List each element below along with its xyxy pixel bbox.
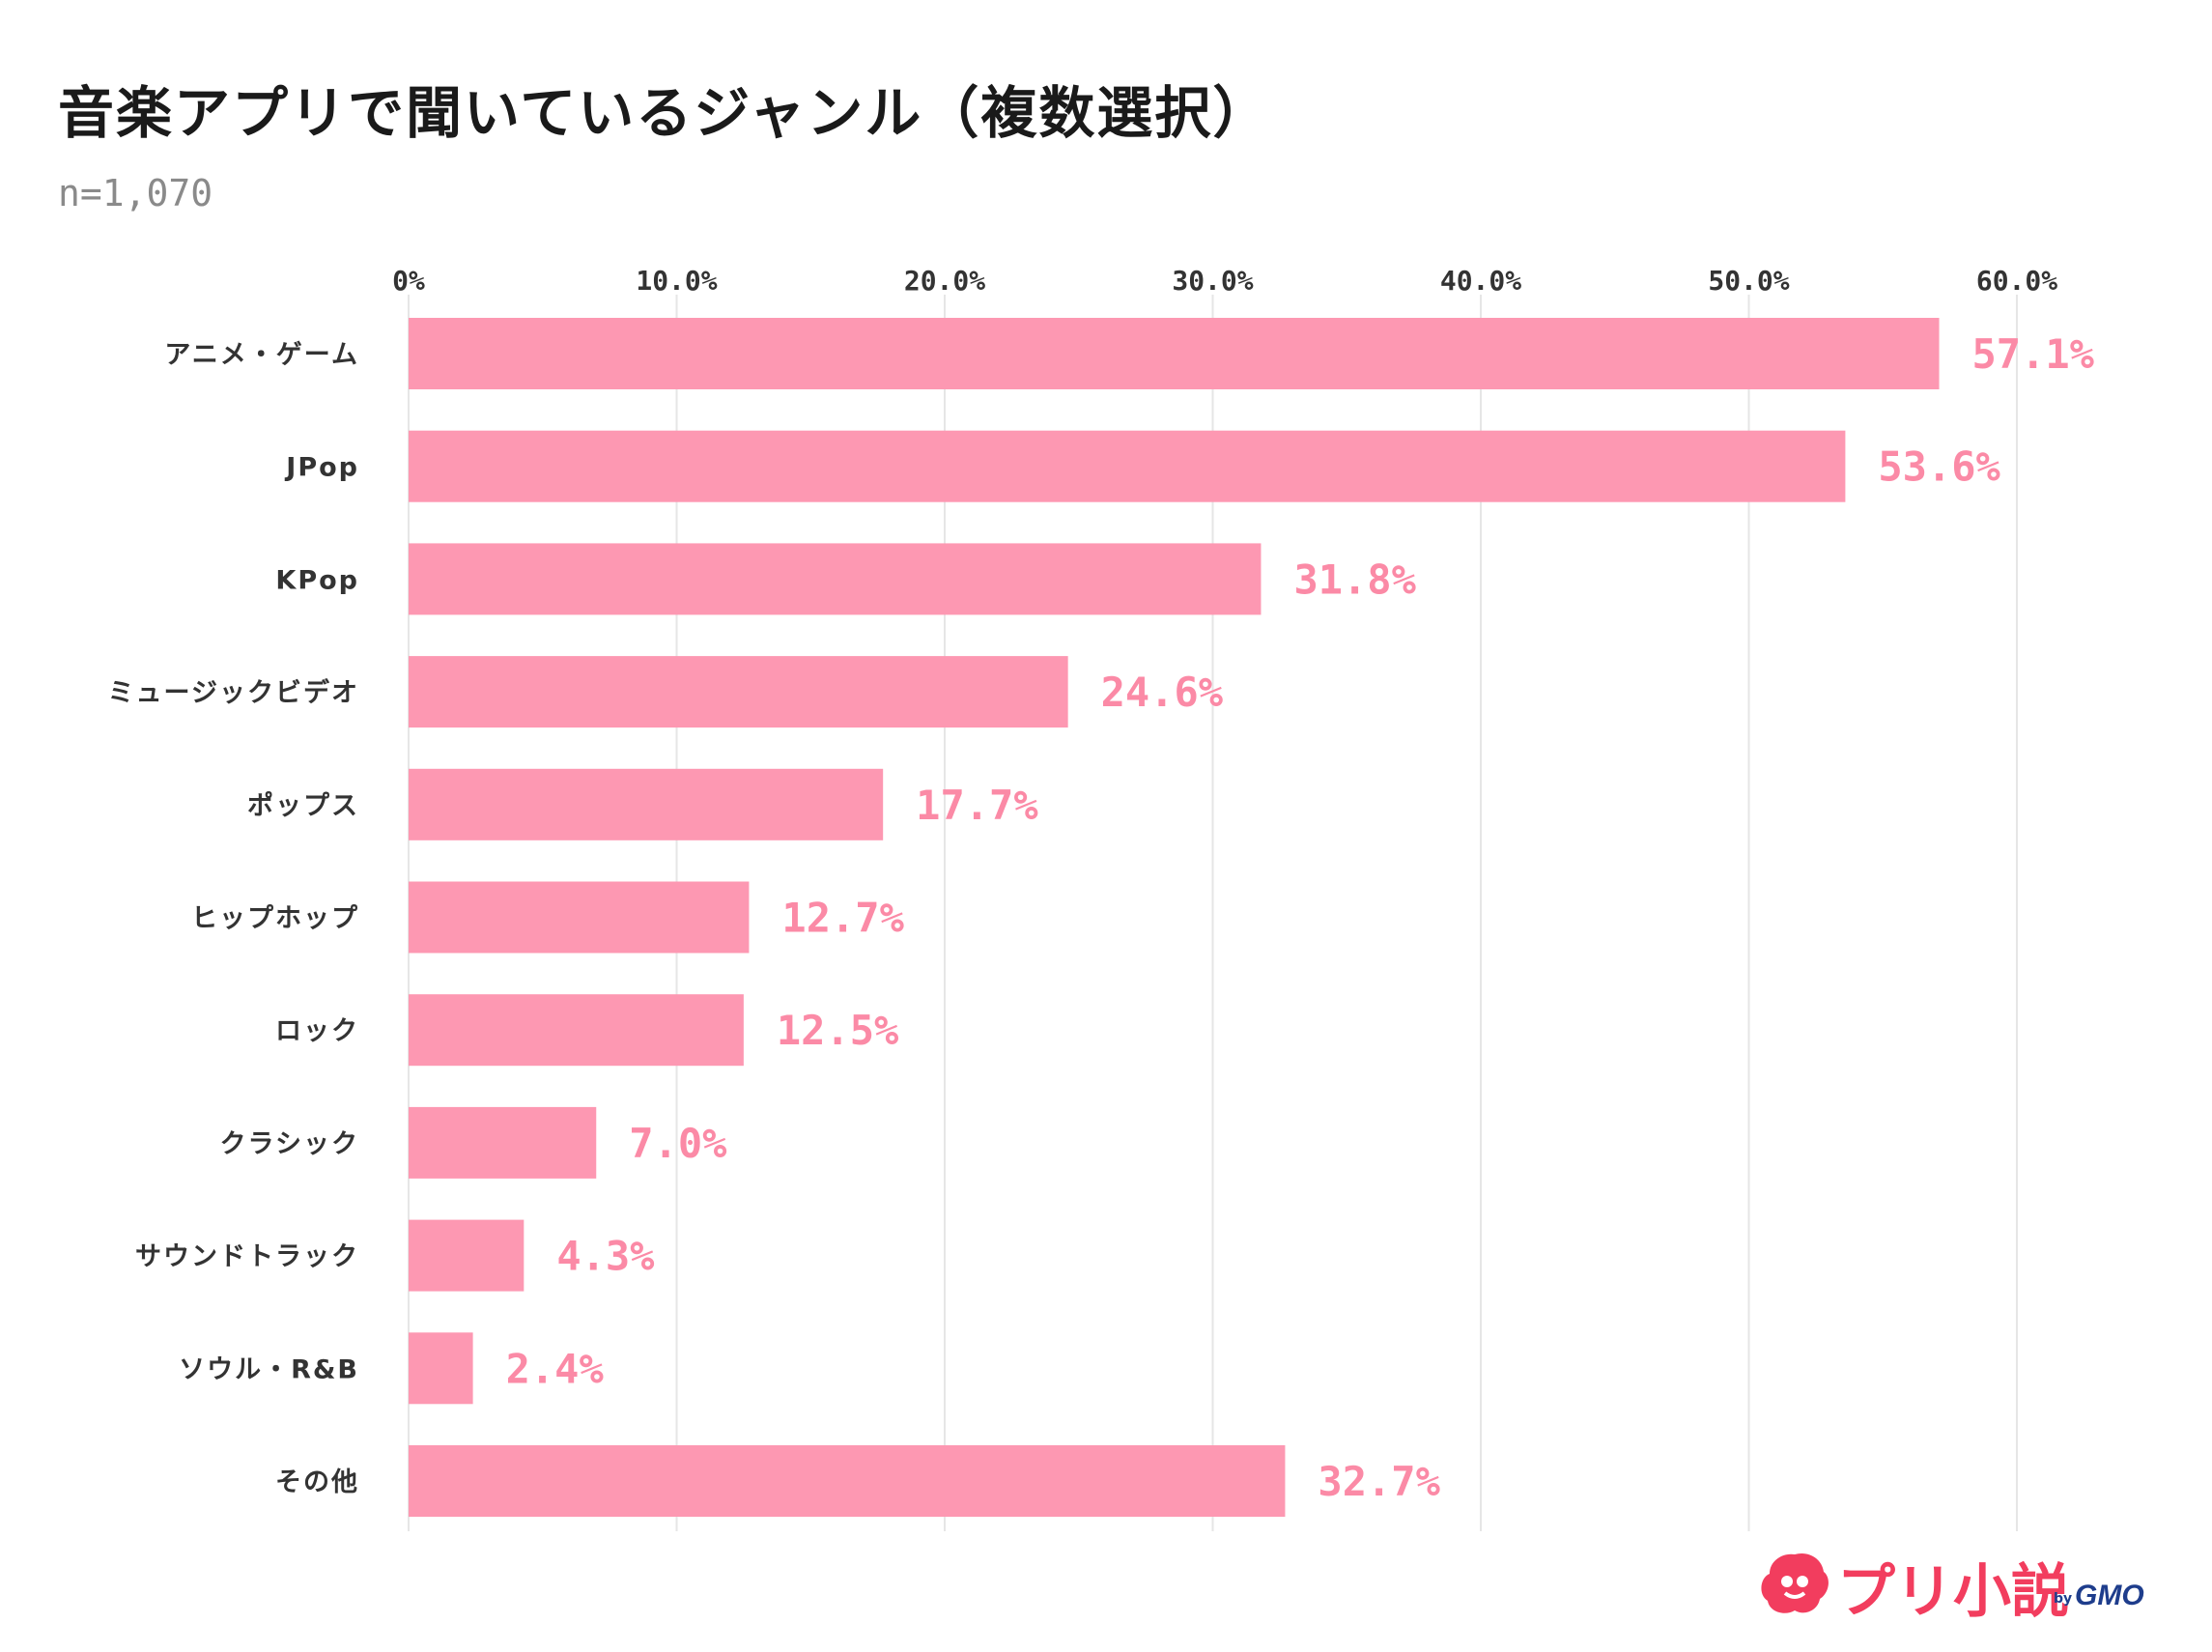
category-label: ポップス bbox=[247, 791, 359, 821]
tick-label: 30.0% bbox=[1172, 265, 1253, 297]
brand-name: プリ小説 bbox=[1837, 1558, 2069, 1626]
bar bbox=[409, 656, 1068, 728]
value-label: 4.3% bbox=[556, 1233, 654, 1280]
tick-label: 0% bbox=[392, 265, 425, 297]
value-label: 12.7% bbox=[781, 895, 903, 942]
value-label: 53.6% bbox=[1878, 443, 1999, 491]
value-labels: 57.1% 53.6% 31.8% 24.6% 17.7% 12.7% 12.5% 7.0% 4… bbox=[506, 330, 2094, 1505]
bar bbox=[409, 881, 750, 954]
category-label: クラシック bbox=[220, 1129, 359, 1159]
value-label: 12.5% bbox=[777, 1007, 898, 1054]
category-labels: アニメ・ゲーム JPop KPop ミュージックビデオポップスヒップホップロッククラシ… bbox=[108, 340, 359, 1497]
category-label: ヒップホップ bbox=[191, 904, 359, 934]
bars bbox=[409, 318, 1940, 1517]
category-label: ロック bbox=[275, 1016, 359, 1046]
tick-label: 60.0% bbox=[1976, 265, 2057, 297]
tick-label: 40.0% bbox=[1440, 265, 1521, 297]
category-label: ミュージックビデオ bbox=[108, 677, 359, 708]
bar bbox=[409, 768, 884, 840]
brand-by: by bbox=[2054, 1591, 2073, 1607]
chart-title: 音楽アプリで聞いているジャンル（複数選択） bbox=[58, 80, 1271, 146]
value-label: 17.7% bbox=[916, 782, 1037, 829]
category-label: アニメ・ゲーム bbox=[164, 340, 359, 370]
brand-logo: プリ小説 by GMO bbox=[1758, 1541, 2183, 1628]
category-label: サウンドトラック bbox=[135, 1242, 359, 1272]
bar bbox=[409, 1332, 473, 1405]
value-label: 7.0% bbox=[629, 1120, 726, 1167]
bar bbox=[409, 318, 1940, 389]
bar bbox=[409, 1106, 597, 1179]
category-label: JPop bbox=[284, 453, 359, 483]
bar bbox=[409, 430, 1846, 502]
tick-label: 20.0% bbox=[904, 265, 985, 297]
bar bbox=[409, 1445, 1286, 1517]
bar bbox=[409, 1219, 525, 1292]
category-label: KPop bbox=[275, 565, 359, 595]
bar bbox=[409, 994, 744, 1067]
sample-size: n=1,070 bbox=[58, 172, 213, 214]
tick-label: 10.0% bbox=[636, 265, 717, 297]
value-label: 2.4% bbox=[506, 1345, 604, 1392]
value-label: 32.7% bbox=[1318, 1458, 1439, 1505]
bar bbox=[409, 543, 1262, 615]
rose-icon bbox=[1761, 1552, 1829, 1613]
value-label: 24.6% bbox=[1101, 669, 1223, 716]
category-label: その他 bbox=[275, 1467, 359, 1497]
value-label: 57.1% bbox=[1972, 330, 2094, 378]
brand-company: GMO bbox=[2075, 1580, 2144, 1611]
tick-label: 50.0% bbox=[1708, 265, 1789, 297]
x-axis-ticks: 0% 10.0% 20.0% 30.0% 40.0% 50.0% 60.0% bbox=[392, 265, 2057, 297]
category-label: ソウル・R&B bbox=[179, 1354, 359, 1384]
value-label: 31.8% bbox=[1293, 555, 1415, 603]
